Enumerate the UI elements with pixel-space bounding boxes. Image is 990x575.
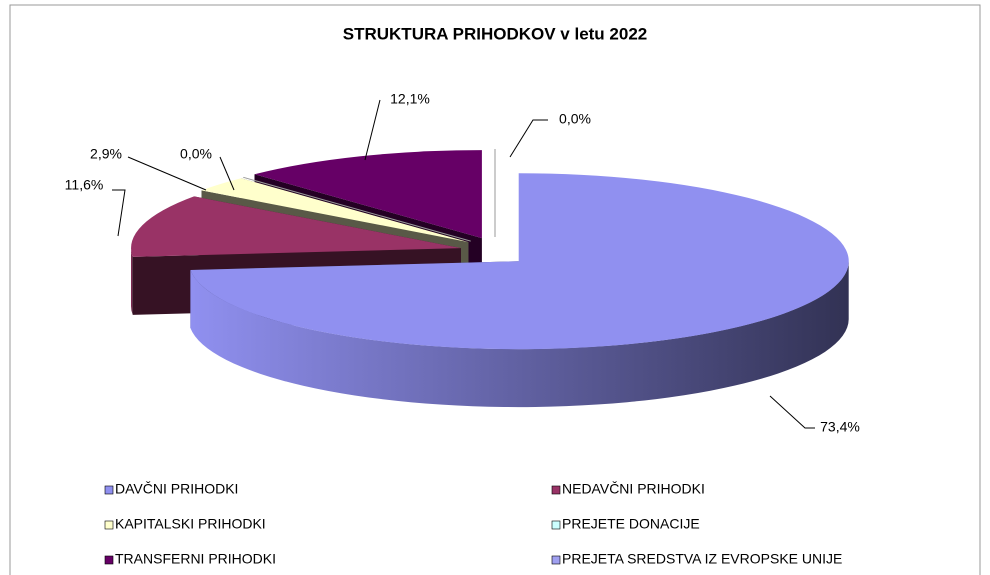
slice-top [254, 150, 482, 239]
leader-line [219, 156, 235, 191]
leader-line [364, 99, 381, 161]
data-label: 0,0% [180, 146, 212, 162]
slice-top [243, 176, 471, 242]
slice-wall [190, 261, 849, 408]
slice-top [131, 196, 461, 257]
slice-top [201, 178, 469, 243]
legend-label: NEDAVČNI PRIHODKI [562, 481, 705, 497]
slice-wall [131, 248, 133, 315]
legend-label: DAVČNI PRIHODKI [115, 481, 238, 497]
leader-line [509, 119, 548, 158]
legend-swatch [104, 485, 114, 495]
pie-slice [243, 176, 471, 242]
pie-slice [190, 173, 849, 408]
leader-line [112, 189, 126, 237]
data-label: 0,0% [559, 111, 591, 127]
leader-line [769, 395, 815, 429]
data-label: 2,9% [90, 146, 122, 162]
legend-swatch [551, 485, 561, 495]
legend-label: PREJETA SREDSTVA IZ EVROPSKE UNIJE [562, 551, 842, 567]
chart-title: STRUKTURA PRIHODKOV v letu 2022 [343, 24, 647, 43]
legend-swatch [104, 555, 114, 565]
legend-label: TRANSFERNI PRIHODKI [115, 551, 276, 567]
legend-swatch [104, 520, 114, 530]
legend-label: KAPITALSKI PRIHODKI [115, 516, 266, 532]
legend-label: PREJETE DONACIJE [562, 516, 700, 532]
legend-swatch [551, 555, 561, 565]
data-label: 12,1% [390, 91, 430, 107]
leader-line [127, 156, 207, 191]
data-label: 73,4% [820, 419, 860, 435]
legend-swatch [551, 520, 561, 530]
chart-frame [9, 4, 981, 575]
data-label: 11,6% [65, 177, 104, 193]
slice-top [190, 173, 849, 350]
